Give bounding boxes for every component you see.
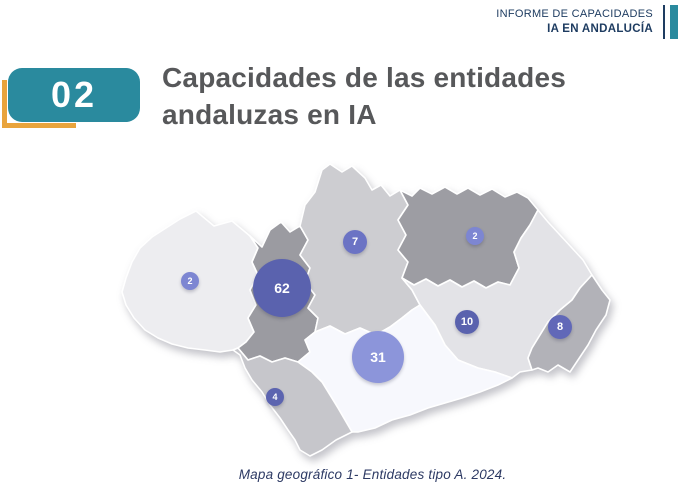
bubble-cordoba: 7 bbox=[343, 230, 367, 254]
bubble-almeria: 8 bbox=[548, 315, 572, 339]
bubble-jaen: 2 bbox=[466, 227, 484, 245]
bubble-sevilla: 62 bbox=[253, 259, 311, 317]
bubble-cadiz: 4 bbox=[266, 388, 284, 406]
bubble-granada: 10 bbox=[455, 310, 479, 334]
section-accent-orange-vertical bbox=[2, 80, 7, 128]
section-number-box: 02 bbox=[8, 68, 140, 122]
province-cadiz bbox=[232, 347, 353, 457]
page-title: Capacidades de las entidades andaluzas e… bbox=[162, 62, 566, 130]
bubble-malaga: 31 bbox=[352, 331, 404, 383]
andalucia-map-svg bbox=[121, 163, 611, 457]
map-caption: Mapa geográfico 1- Entidades tipo A. 202… bbox=[238, 467, 507, 482]
andalucia-map: 2 62 7 2 10 8 31 4 bbox=[115, 160, 630, 460]
header-accent-bar bbox=[670, 5, 678, 39]
report-header-line1: INFORME DE CAPACIDADES bbox=[496, 8, 653, 20]
bubble-huelva: 2 bbox=[181, 272, 199, 290]
section-number: 02 bbox=[50, 74, 98, 115]
header-divider-line bbox=[663, 5, 665, 39]
report-header: INFORME DE CAPACIDADES IA EN ANDALUCÍA bbox=[496, 7, 653, 37]
section-accent-orange-horizontal bbox=[2, 123, 76, 128]
report-header-line2: IA EN ANDALUCÍA bbox=[547, 22, 653, 35]
